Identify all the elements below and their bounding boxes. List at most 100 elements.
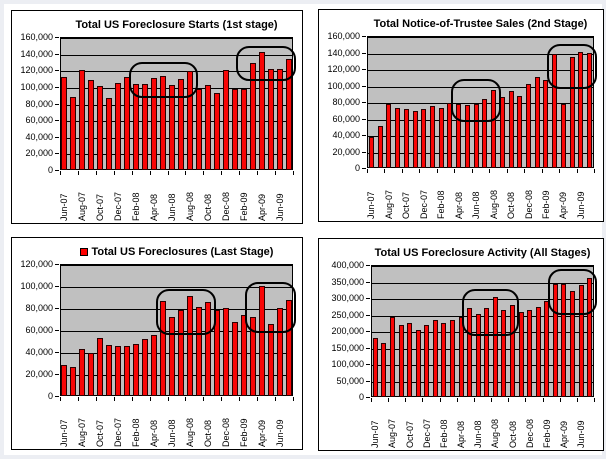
annotation-circle [245, 282, 296, 333]
y-axis-tick-mark [55, 54, 59, 55]
x-axis-tick-mark [96, 171, 97, 175]
bar-Oct-08 [205, 302, 211, 396]
bar-Feb-09 [241, 89, 247, 170]
gridline [61, 38, 292, 39]
y-axis-tick-mark [362, 168, 366, 169]
gridline [368, 136, 593, 137]
gridline [372, 332, 593, 333]
y-axis-tick-mark [55, 170, 59, 171]
gridline [372, 316, 593, 317]
y-axis-tick-label: 0 [358, 392, 364, 402]
x-axis-tick-label: Dec-08 [221, 417, 231, 447]
x-axis-tick-label: Aug-07 [384, 189, 394, 219]
y-axis-tick-label: 50,000 [336, 376, 364, 386]
chart-title-text: Total US Foreclosure Activity (All Stage… [374, 246, 591, 259]
bar-Mar-09 [250, 317, 256, 396]
x-axis-tick-label: Feb-08 [439, 419, 449, 448]
x-axis-tick-mark [367, 169, 368, 173]
annotation-circle [462, 289, 519, 336]
bar-Jan-09 [232, 89, 238, 170]
bar-Nov-08 [517, 96, 522, 168]
x-axis-tick-label: Oct-08 [203, 193, 213, 221]
gridline [368, 153, 593, 154]
bar-Sep-08 [196, 89, 202, 170]
x-axis-tick-label: Apr-09 [558, 191, 568, 219]
gridline [368, 37, 593, 38]
y-axis-tick-label: 0 [354, 163, 360, 173]
x-axis-tick-mark [168, 171, 169, 175]
x-axis-tick-mark [457, 398, 458, 402]
x-axis-tick-label: Dec-07 [113, 191, 123, 221]
x-axis-tick-mark [543, 398, 544, 402]
gridline [372, 349, 593, 350]
bar-Jan-09 [535, 77, 540, 168]
bar-Oct-08 [205, 85, 211, 170]
bar-Mar-09 [250, 63, 256, 170]
x-axis-tick-mark [454, 169, 455, 173]
y-axis-tick-label: 40,000 [25, 347, 53, 357]
x-axis-tick-mark [525, 398, 526, 402]
bar-Oct-07 [407, 323, 412, 397]
bar-Apr-08 [459, 317, 464, 397]
bar-Sep-08 [500, 97, 505, 168]
annotation-circle [236, 46, 296, 81]
y-axis-tick-label: 300,000 [331, 293, 364, 303]
bar-Apr-09 [561, 104, 566, 168]
y-axis-tick-mark [55, 120, 59, 121]
gridline [61, 353, 292, 354]
bar-Mar-08 [142, 339, 148, 396]
x-axis-tick-mark [275, 171, 276, 175]
bar-Aug-08 [493, 297, 498, 397]
x-axis-tick-mark [221, 397, 222, 401]
y-axis-tick-label: 120,000 [20, 259, 53, 269]
x-axis-tick-mark [440, 398, 441, 402]
bar-Mar-08 [142, 84, 148, 170]
y-axis-tick-mark [55, 37, 59, 38]
y-axis-tick-label: 140,000 [20, 49, 53, 59]
y-axis-tick-label: 200,000 [331, 326, 364, 336]
bar-Apr-08 [151, 78, 157, 170]
y-axis-tick-mark [366, 397, 370, 398]
gridline [61, 88, 292, 89]
bar-Apr-09 [561, 284, 566, 397]
bar-Feb-08 [133, 344, 139, 396]
gridline [61, 331, 292, 332]
bar-Jan-09 [536, 307, 541, 397]
x-axis-tick-label: Jun-07 [370, 420, 380, 448]
bar-May-09 [570, 57, 575, 168]
x-axis-tick-label: Aug-07 [77, 417, 87, 447]
bar-Nov-08 [214, 310, 220, 396]
x-axis-tick-mark [371, 398, 372, 402]
chart-title-text: Total US Foreclosure Starts (1st stage) [75, 18, 278, 31]
bar-Jul-08 [482, 99, 487, 168]
bar-Aug-08 [187, 296, 193, 396]
bar-Feb-08 [439, 108, 444, 168]
gridline [61, 55, 292, 56]
x-axis-tick-label: Oct-08 [203, 419, 213, 447]
x-axis-tick-mark [489, 169, 490, 173]
x-axis-tick-label: Apr-09 [559, 420, 569, 448]
bar-Oct-07 [97, 86, 103, 170]
y-axis-tick-mark [366, 331, 370, 332]
y-axis-tick-mark [362, 119, 366, 120]
x-axis-tick-label: Feb-08 [131, 418, 141, 447]
y-axis-tick-label: 80,000 [25, 303, 53, 313]
bar-May-08 [465, 105, 470, 168]
x-axis-tick-label: Apr-08 [149, 419, 159, 447]
x-axis-tick-mark [203, 397, 204, 401]
x-axis-tick-label: Feb-08 [131, 192, 141, 221]
bar-Apr-08 [456, 104, 461, 168]
y-axis-tick-mark [362, 53, 366, 54]
x-axis-tick-label: Aug-07 [387, 418, 397, 448]
x-axis-tick-mark [239, 397, 240, 401]
x-axis-tick-label: Feb-09 [239, 418, 249, 447]
gridline [368, 70, 593, 71]
chart-title-notice-of-trustee-sales: Total Notice-of-Trustee Sales (2nd Stage… [367, 16, 594, 31]
gridline [372, 299, 593, 300]
y-axis-tick-label: 40,000 [25, 132, 53, 142]
x-axis-tick-mark [507, 169, 508, 173]
y-axis-tick-label: 60,000 [25, 115, 53, 125]
bar-May-09 [570, 291, 575, 397]
x-axis-tick-label: Dec-08 [221, 191, 231, 221]
